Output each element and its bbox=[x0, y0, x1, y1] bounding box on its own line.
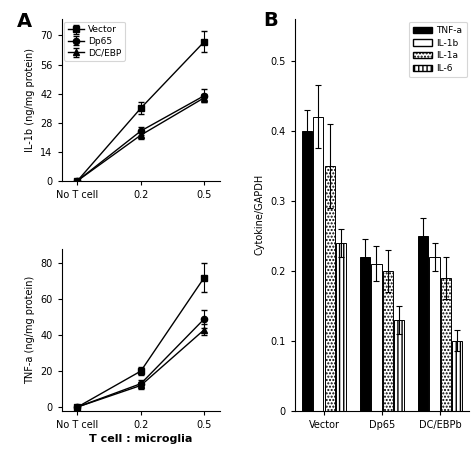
Text: B: B bbox=[264, 11, 278, 30]
Bar bbox=[372, 264, 382, 411]
Y-axis label: Cytokine/GAPDH: Cytokine/GAPDH bbox=[255, 174, 265, 255]
Y-axis label: IL-1b (ng/mg protein): IL-1b (ng/mg protein) bbox=[25, 48, 35, 152]
Bar bbox=[313, 117, 323, 411]
Y-axis label: TNF-a (ng/mg protein): TNF-a (ng/mg protein) bbox=[25, 276, 35, 384]
Bar bbox=[383, 271, 393, 411]
Legend: Vector, Dp65, DC/EBP: Vector, Dp65, DC/EBP bbox=[64, 22, 125, 61]
Bar bbox=[418, 236, 428, 411]
Bar bbox=[452, 341, 462, 411]
Bar bbox=[394, 320, 404, 411]
Legend: TNF-a, IL-1b, IL-1a, IL-6: TNF-a, IL-1b, IL-1a, IL-6 bbox=[409, 22, 466, 77]
Bar bbox=[336, 243, 346, 411]
Text: A: A bbox=[17, 12, 32, 32]
X-axis label: T cell : microglia: T cell : microglia bbox=[89, 434, 192, 444]
Bar bbox=[325, 166, 335, 411]
Bar bbox=[360, 257, 370, 411]
Bar bbox=[429, 257, 440, 411]
Bar bbox=[441, 278, 451, 411]
Bar bbox=[302, 131, 312, 411]
